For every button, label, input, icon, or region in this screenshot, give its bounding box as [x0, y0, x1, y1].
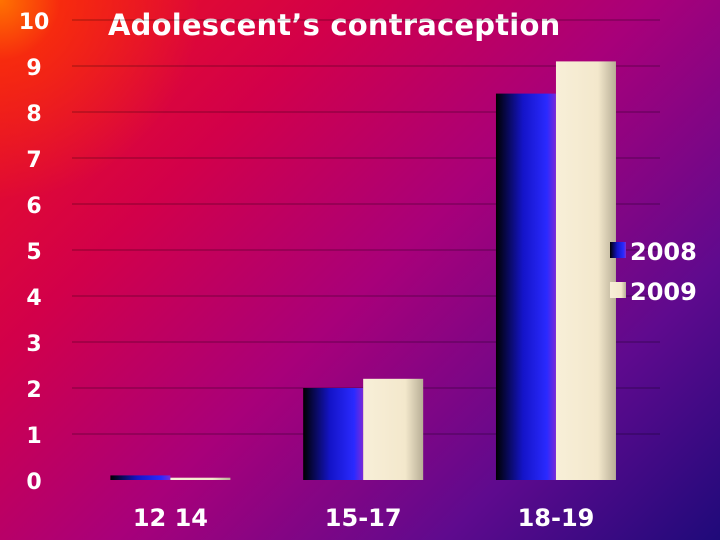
legend-label-2009: 2009: [630, 278, 697, 306]
y-tick-label: 10: [19, 10, 50, 35]
legend: 2008 2009: [610, 238, 697, 306]
y-tick-label: 0: [26, 470, 41, 495]
legend-swatch-2008: [610, 242, 626, 258]
bar-2008-2: [495, 93, 556, 480]
y-axis: 0 1 2 3 4 5 6 7 8 9 10: [19, 10, 50, 495]
chart-title: Adolescent’s contraception: [108, 8, 561, 42]
bars: [110, 61, 616, 481]
bar-2009-2: [555, 61, 616, 481]
y-tick-label: 9: [26, 56, 41, 81]
x-tick-label: 15-17: [325, 504, 402, 532]
y-tick-label: 6: [26, 194, 41, 219]
x-axis: 12 14 15-17 18-19: [133, 504, 595, 532]
y-tick-label: 1: [26, 424, 41, 449]
legend-label-2008: 2008: [630, 238, 697, 266]
x-tick-label: 12 14: [133, 504, 208, 532]
legend-swatch-2009: [610, 282, 626, 298]
bar-2009-1: [363, 378, 424, 480]
x-tick-label: 18-19: [518, 504, 595, 532]
y-tick-label: 7: [26, 148, 41, 173]
bar-2009-0: [170, 477, 231, 480]
y-tick-label: 3: [26, 332, 41, 357]
y-tick-label: 5: [26, 240, 41, 265]
y-tick-label: 2: [26, 378, 41, 403]
bar-2008-0: [110, 475, 171, 480]
y-tick-label: 4: [26, 286, 41, 311]
y-tick-label: 8: [26, 102, 41, 127]
bar-2008-1: [303, 388, 364, 480]
